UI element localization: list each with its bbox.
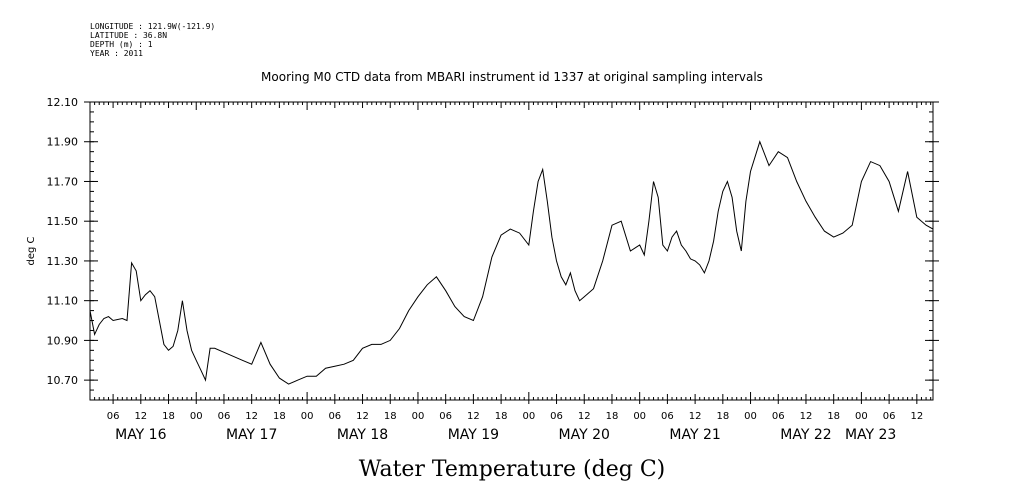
x-hour-label: 06 (661, 411, 674, 422)
y-tick-labels: 10.70 10.90 11.10 11.30 11.50 11.70 11.90 12.10 (47, 96, 79, 387)
x-hour-label: 06 (328, 411, 341, 422)
x-day-label: MAY 19 (448, 427, 499, 443)
y-tick-label: 10.70 (47, 374, 79, 387)
chart-title: Mooring M0 CTD data from MBARI instrumen… (261, 70, 763, 84)
y-tick-label: 11.30 (47, 255, 79, 268)
x-hour-label: 00 (744, 411, 757, 422)
x-day-label: MAY 17 (226, 427, 277, 443)
x-hour-label: 00 (855, 411, 868, 422)
x-hour-label: 12 (467, 411, 480, 422)
longitude-label: LONGITUDE : 121.9W(-121.9) (90, 22, 216, 31)
x-hour-label: 06 (107, 411, 120, 422)
x-hour-label: 00 (522, 411, 535, 422)
x-hour-label: 06 (218, 411, 231, 422)
x-hour-label: 12 (134, 411, 147, 422)
axis-ticks (84, 101, 939, 404)
x-hour-label: 18 (827, 411, 840, 422)
x-hour-label: 18 (716, 411, 729, 422)
plot-frame (89, 101, 934, 401)
x-axis-title: Water Temperature (deg C) (359, 457, 666, 482)
x-hour-label: 18 (606, 411, 619, 422)
x-hour-label: 00 (190, 411, 203, 422)
x-hour-label: 00 (633, 411, 646, 422)
x-hour-label: 18 (384, 411, 397, 422)
x-hour-label: 12 (910, 411, 923, 422)
latitude-label: LATITUDE : 36.8N (90, 31, 168, 40)
y-tick-label: 11.50 (47, 215, 79, 228)
y-tick-label: 11.70 (47, 175, 79, 188)
y-tick-label: 11.10 (47, 295, 79, 308)
y-tick-label: 12.10 (47, 96, 79, 109)
depth-label: DEPTH (m) : 1 (90, 40, 153, 49)
water-temperature-line (89, 140, 934, 385)
x-hour-label: 12 (578, 411, 591, 422)
x-hour-label: 06 (439, 411, 452, 422)
x-hour-label: 06 (550, 411, 563, 422)
year-label: YEAR : 2011 (90, 49, 143, 58)
x-day-label: MAY 21 (669, 427, 720, 443)
x-hour-label: 06 (883, 411, 896, 422)
x-hour-label: 12 (800, 411, 813, 422)
x-hour-label: 12 (689, 411, 702, 422)
x-hour-label: 18 (162, 411, 175, 422)
x-day-label: MAY 18 (337, 427, 388, 443)
x-hour-label: 18 (495, 411, 508, 422)
y-tick-label: 10.90 (47, 334, 79, 347)
x-day-label: MAY 16 (115, 427, 166, 443)
x-hour-label: 18 (273, 411, 286, 422)
x-day-label: MAY 22 (780, 427, 831, 443)
metadata-block: LONGITUDE : 121.9W(-121.9) LATITUDE : 36… (90, 22, 215, 58)
x-hour-label: 06 (772, 411, 785, 422)
x-hour-label: 00 (301, 411, 314, 422)
x-hour-label: 12 (356, 411, 369, 422)
x-hour-label: 00 (412, 411, 425, 422)
y-tick-label: 11.90 (47, 136, 79, 149)
x-day-label: MAY 20 (559, 427, 610, 443)
x-tick-labels: 06 12 18 00 06 12 18 00 06 12 18 00 06 12 18 00 06 12 18 00… (107, 411, 923, 443)
x-day-label: MAY 23 (845, 427, 896, 443)
y-axis-label: deg C (26, 236, 37, 265)
x-hour-label: 12 (245, 411, 258, 422)
